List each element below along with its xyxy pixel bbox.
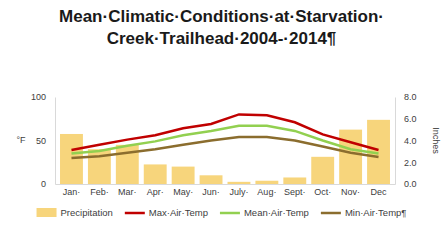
bar bbox=[283, 177, 306, 184]
legend-item: Min·Air·Temp¶ bbox=[321, 207, 407, 218]
y2-tick: 6.0 bbox=[395, 114, 417, 124]
x-tick-label: Sept· bbox=[284, 187, 306, 197]
x-tick: Dec bbox=[371, 184, 388, 197]
x-tick-label: Aug· bbox=[257, 187, 276, 197]
y-tick: 100 bbox=[31, 92, 55, 102]
x-tick-label: Dec bbox=[371, 187, 388, 197]
y2-tick: 4.0 bbox=[395, 136, 417, 146]
legend-swatch bbox=[220, 212, 240, 215]
x-tick: Jun· bbox=[202, 184, 220, 197]
legend-swatch bbox=[321, 212, 341, 215]
y2-tick: 0.0 bbox=[395, 179, 417, 189]
x-tick-label: July· bbox=[229, 187, 248, 197]
y-axis: 0 50 100 bbox=[31, 92, 56, 189]
x-tick-label: Jun· bbox=[202, 187, 220, 197]
bar bbox=[228, 182, 251, 184]
plot: 0 50 100 °F 0.0 2.0 4.0 6.0 8.0 Inches Jan· Feb· Mar… bbox=[16, 92, 441, 197]
legend-label: Max·Air·Temp bbox=[149, 207, 208, 218]
bar bbox=[144, 164, 167, 184]
y2-tick-label: 6.0 bbox=[404, 114, 417, 124]
title-line: Mean·Climatic·Conditions·at·Starvation· bbox=[59, 7, 384, 26]
x-tick-label: Apr· bbox=[147, 187, 164, 197]
x-tick: Apr· bbox=[147, 184, 164, 197]
y2-tick: 8.0 bbox=[395, 92, 417, 102]
x-tick: Oct· bbox=[314, 184, 331, 197]
legend: Precipitation Max·Air·Temp Mean·Air·Temp Mi… bbox=[37, 207, 407, 218]
y-axis-line bbox=[55, 98, 56, 185]
y2-tick-label: 8.0 bbox=[404, 92, 417, 102]
legend-swatch bbox=[37, 208, 57, 217]
y-tick: 50 bbox=[36, 136, 55, 146]
legend-item: Mean·Air·Temp bbox=[220, 207, 309, 218]
bar bbox=[255, 181, 278, 184]
marks bbox=[60, 114, 390, 184]
x-tick-label: Feb· bbox=[90, 187, 109, 197]
x-tick: Nov· bbox=[341, 184, 360, 197]
bar bbox=[339, 130, 362, 184]
x-tick-label: May· bbox=[173, 187, 193, 197]
y2-tick-label: 4.0 bbox=[404, 136, 417, 146]
x-tick-label: Mar· bbox=[118, 187, 137, 197]
y-tick-label: 100 bbox=[31, 92, 46, 102]
y2-tick-label: 2.0 bbox=[404, 158, 417, 168]
y-tick: 0 bbox=[41, 179, 55, 189]
legend-label: Min·Air·Temp¶ bbox=[345, 207, 407, 218]
legend-item: Precipitation bbox=[37, 207, 113, 218]
bar bbox=[60, 134, 83, 184]
x-tick: Jan· bbox=[63, 184, 81, 197]
x-tick: Feb· bbox=[90, 184, 109, 197]
title-line: Creek·Trailhead·2004-·2014¶ bbox=[107, 29, 337, 48]
legend-label: Mean·Air·Temp bbox=[244, 207, 309, 218]
x-tick: May· bbox=[173, 184, 193, 197]
x-axis-line bbox=[56, 184, 396, 185]
legend-swatch bbox=[125, 212, 145, 215]
bar-series bbox=[60, 120, 390, 184]
y-tick-label: 50 bbox=[36, 136, 46, 146]
x-tick-label: Nov· bbox=[341, 187, 360, 197]
x-tick: Sept· bbox=[284, 184, 306, 197]
x-tick: July· bbox=[229, 184, 248, 197]
y2-tick: 2.0 bbox=[395, 158, 417, 168]
bar bbox=[311, 157, 334, 184]
legend-item: Max·Air·Temp bbox=[125, 207, 208, 218]
x-tick-label: Jan· bbox=[63, 187, 81, 197]
y2-axis: 0.0 2.0 4.0 6.0 8.0 bbox=[395, 92, 417, 189]
x-tick-label: Oct· bbox=[314, 187, 331, 197]
x-tick: Aug· bbox=[257, 184, 276, 197]
legend-label: Precipitation bbox=[61, 207, 113, 218]
chart: Mean·Climatic·Conditions·at·Starvation· C… bbox=[0, 0, 443, 244]
chart-title: Mean·Climatic·Conditions·at·Starvation· C… bbox=[59, 7, 384, 48]
y2-tick-label: 0.0 bbox=[404, 179, 417, 189]
y2-axis-title: Inches bbox=[431, 127, 441, 154]
y-axis-title: °F bbox=[16, 135, 26, 145]
line bbox=[71, 137, 378, 158]
x-tick: Mar· bbox=[118, 184, 137, 197]
y2-axis-line bbox=[395, 98, 396, 185]
bar bbox=[172, 167, 195, 184]
x-axis: Jan· Feb· Mar· Apr· May· Jun· July· Aug· Sept· Oc… bbox=[56, 184, 396, 197]
y-tick-label: 0 bbox=[41, 179, 46, 189]
bar bbox=[200, 175, 223, 184]
